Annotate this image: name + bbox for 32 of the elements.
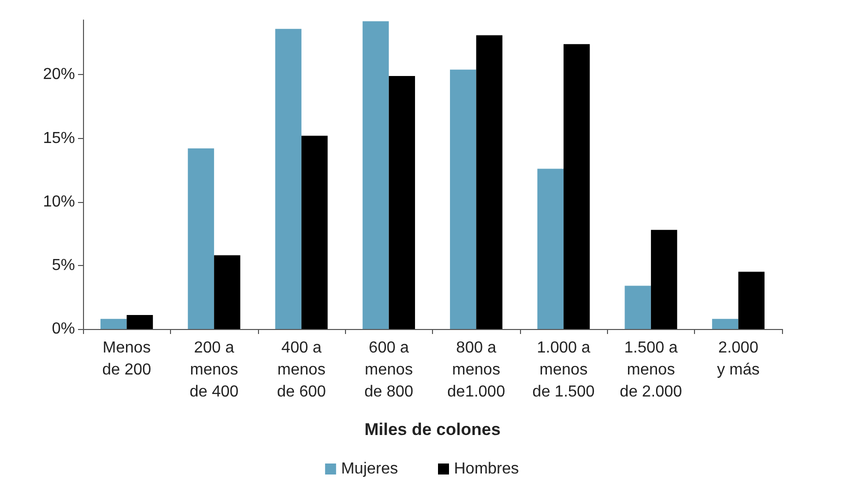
x-tick-label: 600 a menos de 800 xyxy=(364,340,414,400)
legend-label: Mujeres xyxy=(341,460,398,478)
bar xyxy=(450,70,476,329)
bar xyxy=(126,315,153,329)
y-tick-label: 20% xyxy=(42,66,75,84)
bar xyxy=(624,286,651,329)
y-tick-label: 15% xyxy=(42,130,75,147)
bar xyxy=(537,168,564,329)
y-tick-label: 10% xyxy=(42,193,75,210)
bar xyxy=(275,28,302,329)
bar xyxy=(362,21,389,329)
x-tick-label: 1.500 a menos de 2.000 xyxy=(620,340,682,400)
x-tick-label: 2.000 y más xyxy=(716,340,760,378)
x-tick-label: 1.000 a menos de 1.500 xyxy=(532,340,595,400)
bar xyxy=(188,148,214,329)
bar xyxy=(214,255,240,329)
bar xyxy=(476,35,502,329)
bar xyxy=(712,318,738,329)
legend-label: Hombres xyxy=(454,460,519,478)
x-tick-label: Menos de 200 xyxy=(102,340,152,378)
y-tick-label: 0% xyxy=(52,320,75,338)
bar xyxy=(301,136,328,329)
x-tick-label: 200 a menos de 400 xyxy=(190,340,239,400)
bar xyxy=(650,230,678,329)
x-axis-title: Miles de colones xyxy=(364,420,501,439)
bar xyxy=(564,44,590,329)
bar xyxy=(100,318,127,329)
x-tick-label: 800 a menos de1.000 xyxy=(447,340,506,400)
bar xyxy=(388,76,416,329)
bar xyxy=(738,272,765,329)
y-tick-label: 5% xyxy=(52,256,75,274)
x-tick-label: 400 a menos de 600 xyxy=(276,340,326,400)
